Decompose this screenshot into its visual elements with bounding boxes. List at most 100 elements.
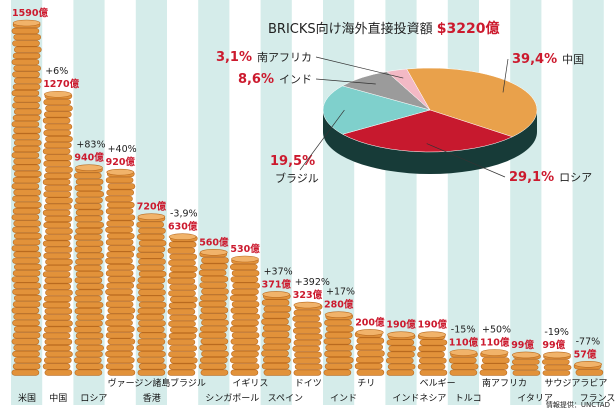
coin [12,114,41,122]
bar [167,233,198,376]
coin [12,257,40,264]
category-label: フランス [580,393,616,404]
coin-top [200,249,228,256]
coin [418,345,447,352]
coin [11,338,40,345]
coin [230,357,258,364]
coin [12,145,41,153]
coin [138,363,167,370]
coin [43,172,72,180]
coin [75,240,104,247]
coin [136,252,164,259]
coin [198,300,227,308]
coin [43,283,72,290]
coin [12,133,40,140]
coin [168,333,197,340]
category-label: スペイン [268,394,303,404]
pie-name: ロシア [559,171,592,184]
coin [354,362,383,370]
category-label: ドイツ [295,379,322,389]
coin [105,270,134,277]
bar [11,19,42,376]
value-label: 190億 [418,319,448,331]
coin [107,232,135,240]
pie-chart: BRICKS向け海外直接投資額 $3220億 39,4% 中国 29,1% ロシア 19,… [216,20,592,185]
coin [231,301,260,308]
coin [542,370,571,376]
coin [138,320,166,327]
coin [45,135,73,143]
coin [107,214,136,221]
category-label: インド [330,394,357,404]
coin [13,127,41,134]
coin [42,363,71,370]
coin [44,185,73,192]
coin [45,105,73,112]
coin [107,201,135,209]
coin [75,301,104,308]
coin [448,357,477,364]
bar [541,351,572,376]
coin [42,179,71,186]
coin [74,307,103,315]
coin [107,295,135,302]
coin [11,307,40,314]
coin [43,142,72,149]
coin [293,309,322,316]
coin [200,275,229,283]
category-label: イギリス [232,378,268,389]
coin [292,345,321,352]
coin [575,369,604,376]
coin [74,369,103,376]
coin [107,369,136,376]
coin [199,282,227,289]
leader-line [299,109,345,171]
coin [74,234,102,241]
coin [13,34,41,41]
coin [107,307,136,314]
coin [325,344,354,351]
coin [200,369,229,376]
coin [230,276,259,283]
coin [74,203,102,210]
coin [169,314,197,321]
coin [75,209,104,216]
coin [11,58,40,66]
coin [14,294,42,302]
coin [261,350,289,357]
coin [324,350,352,357]
change-label: +40% [108,144,137,155]
coin [230,307,259,314]
coin [14,263,42,271]
coin [12,40,40,47]
coin [44,215,73,223]
coin [43,357,72,364]
coin [43,191,72,198]
coin [510,364,539,371]
coin [543,364,572,371]
coin [11,276,40,283]
coin [76,314,104,321]
coin [106,344,134,351]
coin [201,257,229,264]
pie-total: $3220億 [437,20,500,37]
coin [106,313,134,320]
coin [168,302,197,309]
bar [448,349,479,376]
coin [136,283,164,290]
coin [385,357,414,364]
coin [45,258,73,266]
coin [11,245,40,252]
stripe [572,0,604,405]
coin [11,152,40,159]
bar [74,164,104,376]
coin-top [449,349,478,356]
coin [386,339,415,346]
coin [105,257,133,264]
pie-side [323,110,537,174]
coin [42,332,71,339]
coin-bars [11,19,604,376]
value-label: 110億 [449,337,479,349]
coin [137,246,166,253]
pie-title: BRICKS向け海外直接投資額 $3220億 [268,20,500,37]
